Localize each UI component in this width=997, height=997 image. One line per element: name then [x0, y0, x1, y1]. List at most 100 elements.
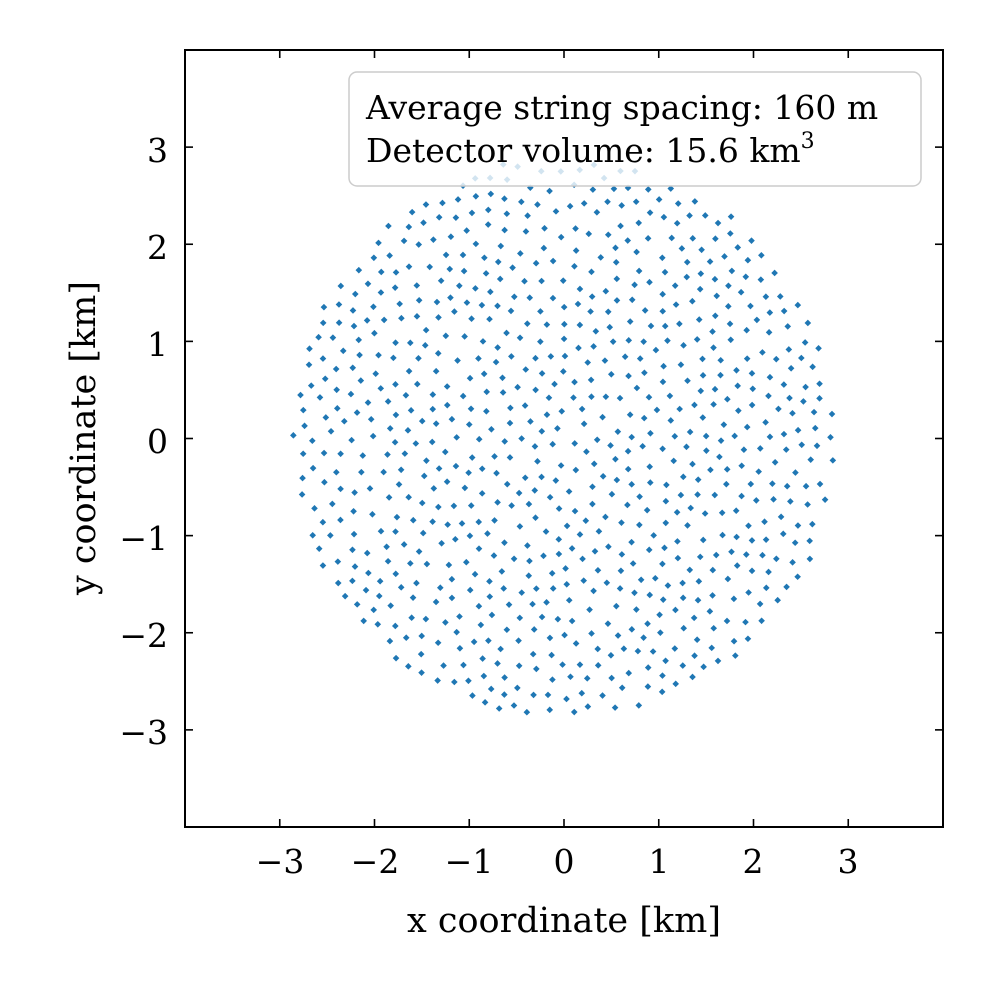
string-point	[594, 566, 602, 574]
string-point	[670, 457, 677, 465]
string-point	[827, 433, 834, 441]
string-point	[748, 237, 755, 244]
string-point	[518, 435, 525, 442]
string-point	[486, 315, 493, 323]
string-point	[567, 673, 574, 681]
string-point	[555, 536, 563, 543]
annotation-box: Average string spacing: 160 m Detector v…	[348, 71, 922, 187]
string-point	[432, 420, 440, 427]
string-point	[659, 445, 666, 453]
string-point	[584, 703, 592, 710]
string-point	[405, 367, 413, 375]
string-point	[320, 303, 328, 311]
string-point	[656, 611, 663, 619]
string-point	[635, 219, 643, 227]
string-point	[442, 619, 449, 626]
string-point	[406, 339, 414, 347]
string-point	[376, 577, 384, 585]
string-point	[713, 292, 721, 300]
string-point	[727, 230, 734, 237]
string-point	[370, 606, 378, 614]
string-point	[689, 460, 696, 468]
string-point	[530, 626, 538, 633]
string-point	[787, 498, 794, 505]
string-point	[734, 382, 741, 390]
string-point	[559, 277, 567, 284]
string-point	[724, 575, 732, 583]
string-point	[469, 692, 476, 699]
string-point	[794, 301, 802, 309]
string-point	[779, 530, 787, 538]
string-point	[413, 282, 421, 289]
string-point	[385, 494, 393, 501]
string-point	[651, 574, 659, 582]
string-point	[488, 425, 495, 433]
string-point	[407, 407, 415, 414]
string-point	[563, 581, 571, 588]
string-point	[725, 282, 732, 290]
string-point	[733, 562, 741, 569]
string-point	[433, 298, 441, 306]
string-point	[608, 674, 615, 682]
string-point	[604, 308, 612, 316]
string-point	[798, 354, 805, 362]
string-point	[472, 285, 479, 292]
string-point	[348, 436, 355, 444]
string-point	[628, 433, 635, 441]
string-point	[689, 297, 696, 305]
string-point	[496, 275, 504, 283]
string-point	[413, 579, 420, 587]
string-point	[745, 589, 752, 596]
string-point	[468, 209, 476, 217]
string-point	[341, 417, 348, 425]
string-point	[442, 332, 450, 340]
string-point	[409, 594, 417, 601]
string-point	[561, 320, 568, 328]
string-point	[658, 688, 666, 696]
string-point	[659, 560, 666, 568]
string-point	[578, 405, 586, 413]
string-point	[664, 582, 672, 589]
string-point	[422, 326, 430, 334]
string-point	[721, 253, 728, 260]
string-point	[605, 543, 612, 551]
y-tick-label: −3	[119, 713, 168, 752]
string-point	[724, 395, 731, 403]
string-point	[531, 487, 539, 494]
string-point	[387, 602, 394, 609]
string-point	[602, 513, 609, 521]
string-point	[329, 500, 336, 508]
string-point	[798, 441, 806, 449]
string-point	[787, 364, 795, 372]
string-point	[392, 339, 399, 346]
string-point	[392, 411, 400, 419]
string-point	[353, 409, 361, 416]
string-point	[452, 214, 460, 221]
string-point	[393, 513, 401, 521]
string-point	[412, 440, 420, 447]
string-point	[408, 208, 416, 216]
string-point	[607, 652, 615, 659]
string-point	[668, 234, 676, 242]
string-point	[720, 421, 728, 428]
string-point	[351, 290, 359, 298]
string-point	[349, 307, 357, 314]
string-point	[450, 502, 458, 510]
string-point	[350, 322, 358, 330]
string-point	[709, 566, 717, 574]
string-point	[360, 617, 367, 625]
string-point	[772, 355, 780, 363]
string-point	[776, 293, 784, 300]
string-point	[500, 585, 507, 592]
string-point	[807, 456, 815, 463]
string-point	[588, 293, 596, 300]
string-point	[565, 596, 573, 604]
string-point	[712, 551, 720, 559]
x-tick-labels: −3 −2 −1 0 1 2 3	[256, 842, 859, 881]
string-point	[448, 415, 456, 423]
string-point	[557, 462, 565, 469]
string-point	[561, 631, 568, 639]
string-point	[699, 372, 707, 379]
string-point	[559, 661, 566, 668]
string-point	[405, 223, 413, 231]
